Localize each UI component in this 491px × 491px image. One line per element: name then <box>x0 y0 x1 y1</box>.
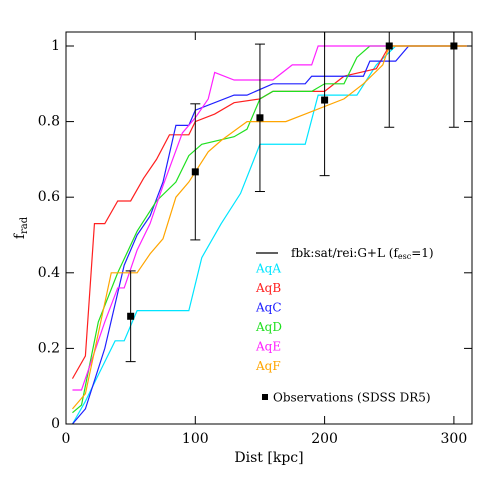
legend-entry: AqA <box>255 262 281 276</box>
legend-entry: AqF <box>255 359 281 373</box>
observation-point <box>321 96 329 104</box>
y-tick-label: 0 <box>51 416 60 432</box>
legend-entry: Observations (SDSS DR5) <box>273 391 431 405</box>
x-tick-label: 0 <box>62 431 71 447</box>
series-line <box>72 45 467 425</box>
y-tick-label: 0.4 <box>38 265 60 281</box>
legend-model: fbk:sat/rei:G+L (fesc=1) <box>291 246 434 262</box>
observation-point <box>450 42 458 50</box>
x-axis-label: Dist [kpc] <box>234 450 303 466</box>
legend-model-main: fbk:sat/rei:G+L (f <box>291 246 399 260</box>
legend-entry: AqB <box>255 281 281 295</box>
y-axis-label: frad <box>12 216 30 239</box>
legend-marker <box>262 394 268 400</box>
y-tick-label: 0.8 <box>38 114 60 130</box>
series-line <box>71 45 467 425</box>
series-line <box>72 45 467 414</box>
series-line <box>72 45 467 391</box>
x-tick-label: 300 <box>441 431 468 447</box>
observation-point <box>191 168 199 176</box>
series-line <box>71 45 467 379</box>
legend-entry: AqC <box>255 301 282 315</box>
y-axis-label-main: f <box>12 232 28 239</box>
y-tick-label: 0.2 <box>38 340 60 356</box>
x-tick-label: 200 <box>311 431 338 447</box>
observation-point <box>256 114 264 122</box>
y-tick-label: 0.6 <box>38 189 60 205</box>
observation-point <box>127 312 135 320</box>
legend-model-sub: esc <box>398 252 412 261</box>
legend-entry: AqD <box>255 320 282 334</box>
observation-point <box>385 42 393 50</box>
y-axis-label-sub: rad <box>19 216 30 234</box>
legend-model-tail: =1) <box>411 246 433 260</box>
x-tick-label: 100 <box>182 431 209 447</box>
plot-frame <box>65 31 473 425</box>
legend-entry: AqE <box>255 340 281 354</box>
y-tick-label: 1 <box>51 38 60 54</box>
series-line <box>72 45 467 410</box>
